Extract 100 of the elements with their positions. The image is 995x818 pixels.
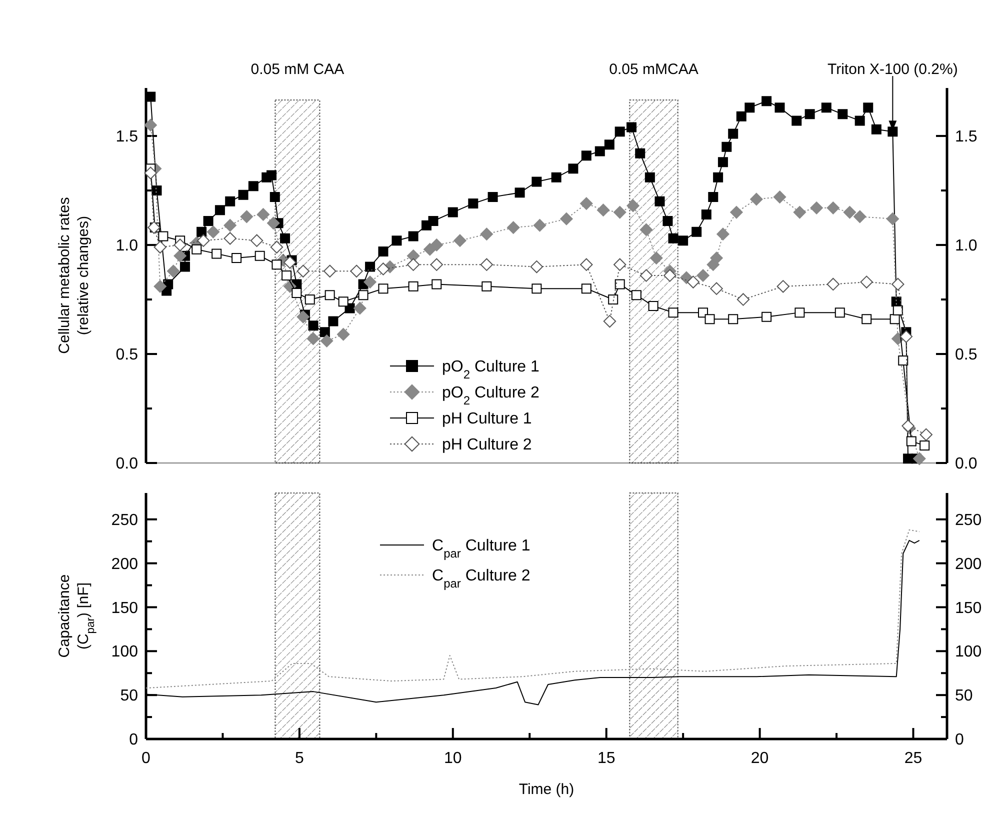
point (890, 314, 900, 324)
point (920, 428, 932, 442)
point (296, 310, 310, 324)
point (834, 308, 845, 318)
point (174, 238, 186, 252)
y-axis-title: Cellular metabolic rates (relative changes) (56, 197, 92, 354)
y-tick-label: 100 (111, 644, 138, 661)
point (773, 190, 786, 204)
point (480, 258, 494, 271)
point (304, 294, 315, 304)
point (886, 212, 900, 226)
x-tick-label: 5 (294, 750, 304, 767)
point (762, 312, 772, 322)
point (256, 208, 270, 221)
point (736, 293, 750, 306)
legend-label: C$_{par}$ Culture 1 (432, 538, 530, 561)
point (640, 223, 653, 236)
point (640, 269, 653, 282)
point (750, 192, 763, 206)
point (631, 290, 642, 300)
point (284, 256, 296, 269)
point (608, 294, 618, 304)
point (810, 202, 823, 214)
point (270, 240, 284, 254)
point (614, 279, 625, 290)
point (432, 279, 442, 290)
point (580, 197, 593, 210)
point (668, 308, 678, 318)
point (430, 238, 443, 252)
point (408, 281, 418, 292)
point (648, 301, 658, 312)
point (664, 269, 676, 282)
point (710, 252, 723, 264)
point (686, 276, 700, 288)
point (728, 314, 738, 324)
point (480, 228, 494, 240)
point (826, 202, 840, 214)
point (306, 332, 320, 346)
point (793, 206, 806, 219)
point (603, 314, 616, 328)
y2-tick-label: 100 (955, 644, 982, 661)
y2-tick-label: 1.5 (955, 128, 978, 146)
legend-label: C$_{par}$ Culture 2 (432, 568, 530, 591)
point (254, 250, 265, 261)
point (614, 258, 626, 271)
y2-tick-label: 1.0 (955, 238, 978, 255)
legend-label: pO$_{2}$ Culture 2 (442, 384, 540, 408)
point (626, 199, 640, 212)
point (192, 244, 202, 254)
point (454, 234, 466, 247)
y2-tick-label: 0 (955, 732, 964, 749)
point (292, 288, 302, 298)
point (650, 252, 663, 264)
y2-tick-label: 0.5 (955, 346, 978, 364)
point (710, 282, 723, 295)
band-label: 0.05 mMCAA (609, 61, 698, 78)
point (898, 356, 908, 366)
point (716, 228, 730, 240)
point (282, 270, 292, 280)
point (860, 276, 873, 288)
point (320, 334, 334, 348)
point (174, 250, 186, 262)
legend-label: pO$_{2}$ Culture 1 (442, 358, 540, 382)
point (533, 219, 546, 232)
point (376, 262, 390, 276)
y2-tick-label: 200 (955, 556, 982, 573)
x-tick-label: 15 (597, 750, 616, 767)
point (250, 234, 264, 247)
point (580, 258, 593, 271)
y-tick-label: 1.0 (116, 238, 138, 255)
y-tick-label: 0.5 (116, 346, 138, 364)
point (267, 216, 280, 230)
point (206, 226, 220, 238)
point (892, 278, 904, 291)
point (166, 264, 180, 278)
point (240, 210, 254, 223)
point (232, 253, 242, 264)
y-tick-label: 250 (111, 512, 138, 529)
y2-tick-label: 250 (955, 512, 982, 529)
point (776, 280, 790, 293)
y2-tick-label: 150 (955, 600, 982, 617)
point (144, 166, 157, 180)
point (296, 264, 310, 278)
point (224, 232, 236, 245)
point (532, 284, 542, 294)
y-tick-label: 0 (129, 732, 138, 749)
point (197, 234, 210, 247)
point (364, 276, 376, 288)
point (920, 440, 930, 451)
y-tick-label: 1.5 (116, 128, 138, 146)
point (323, 264, 336, 278)
line-series (146, 529, 920, 689)
point (843, 206, 856, 219)
y2-tick-label: 50 (955, 688, 973, 705)
point (424, 242, 436, 256)
point (154, 280, 166, 293)
point (530, 260, 544, 274)
point (378, 284, 388, 294)
point (581, 284, 592, 294)
point (154, 240, 166, 254)
